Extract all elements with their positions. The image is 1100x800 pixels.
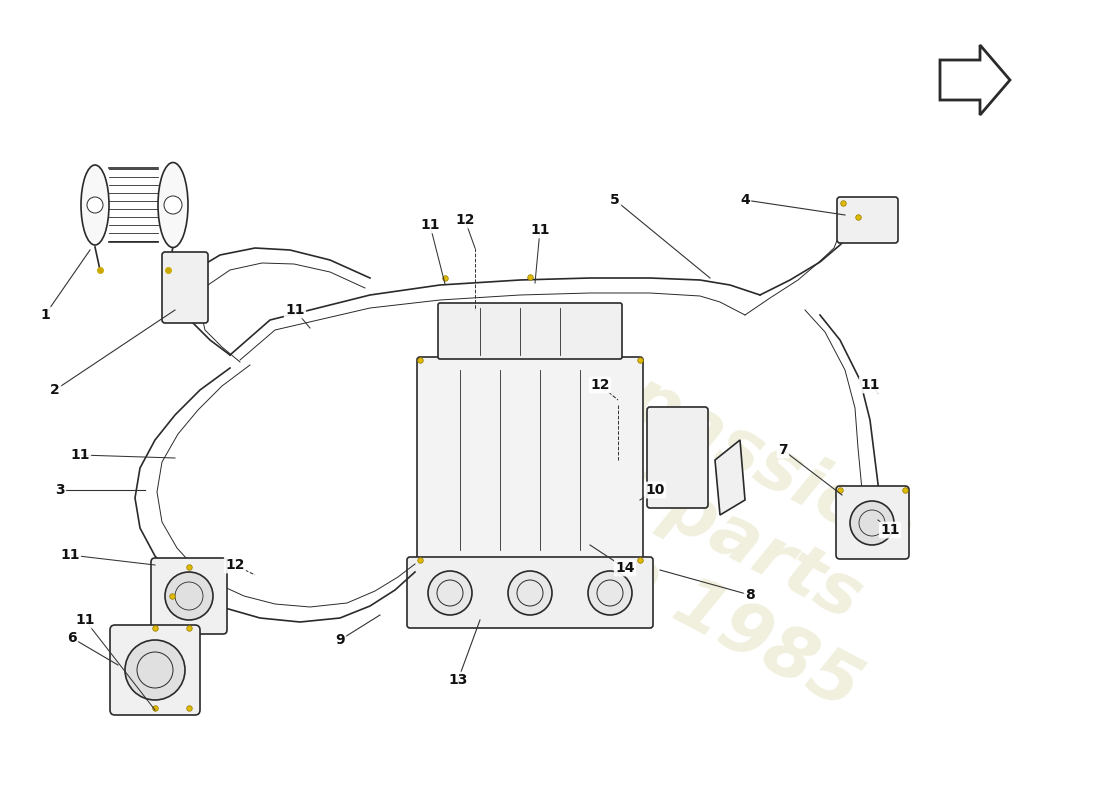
Circle shape: [125, 640, 185, 700]
Text: 9: 9: [336, 633, 344, 647]
Ellipse shape: [158, 162, 188, 247]
Text: 12: 12: [591, 378, 609, 392]
Text: 13: 13: [449, 673, 468, 687]
Text: 11: 11: [285, 303, 305, 317]
Text: 4: 4: [740, 193, 750, 207]
Text: 8: 8: [745, 588, 755, 602]
Text: 10: 10: [646, 483, 664, 497]
Text: 11: 11: [60, 548, 79, 562]
FancyBboxPatch shape: [837, 197, 898, 243]
Polygon shape: [715, 440, 745, 515]
FancyBboxPatch shape: [836, 486, 909, 559]
Text: a passion
for parts
since 1985: a passion for parts since 1985: [453, 317, 947, 723]
FancyBboxPatch shape: [151, 558, 227, 634]
Text: 11: 11: [530, 223, 550, 237]
Text: 3: 3: [55, 483, 65, 497]
Circle shape: [588, 571, 632, 615]
FancyBboxPatch shape: [407, 557, 653, 628]
Text: 11: 11: [880, 523, 900, 537]
Text: 11: 11: [70, 448, 90, 462]
FancyBboxPatch shape: [162, 252, 208, 323]
FancyBboxPatch shape: [417, 357, 644, 563]
Text: 6: 6: [67, 631, 77, 645]
Circle shape: [428, 571, 472, 615]
Text: 1: 1: [40, 308, 49, 322]
Circle shape: [165, 572, 213, 620]
FancyBboxPatch shape: [438, 303, 622, 359]
Text: 12: 12: [455, 213, 475, 227]
Text: 11: 11: [420, 218, 440, 232]
Text: 14: 14: [615, 561, 635, 575]
Text: 2: 2: [51, 383, 59, 397]
Circle shape: [508, 571, 552, 615]
Circle shape: [850, 501, 894, 545]
Text: 11: 11: [75, 613, 95, 627]
Text: 5: 5: [610, 193, 620, 207]
Text: 12: 12: [226, 558, 244, 572]
Circle shape: [164, 196, 182, 214]
FancyBboxPatch shape: [647, 407, 708, 508]
Circle shape: [87, 197, 103, 213]
Ellipse shape: [81, 165, 109, 245]
FancyBboxPatch shape: [110, 625, 200, 715]
Text: 11: 11: [860, 378, 880, 392]
Text: 7: 7: [778, 443, 788, 457]
